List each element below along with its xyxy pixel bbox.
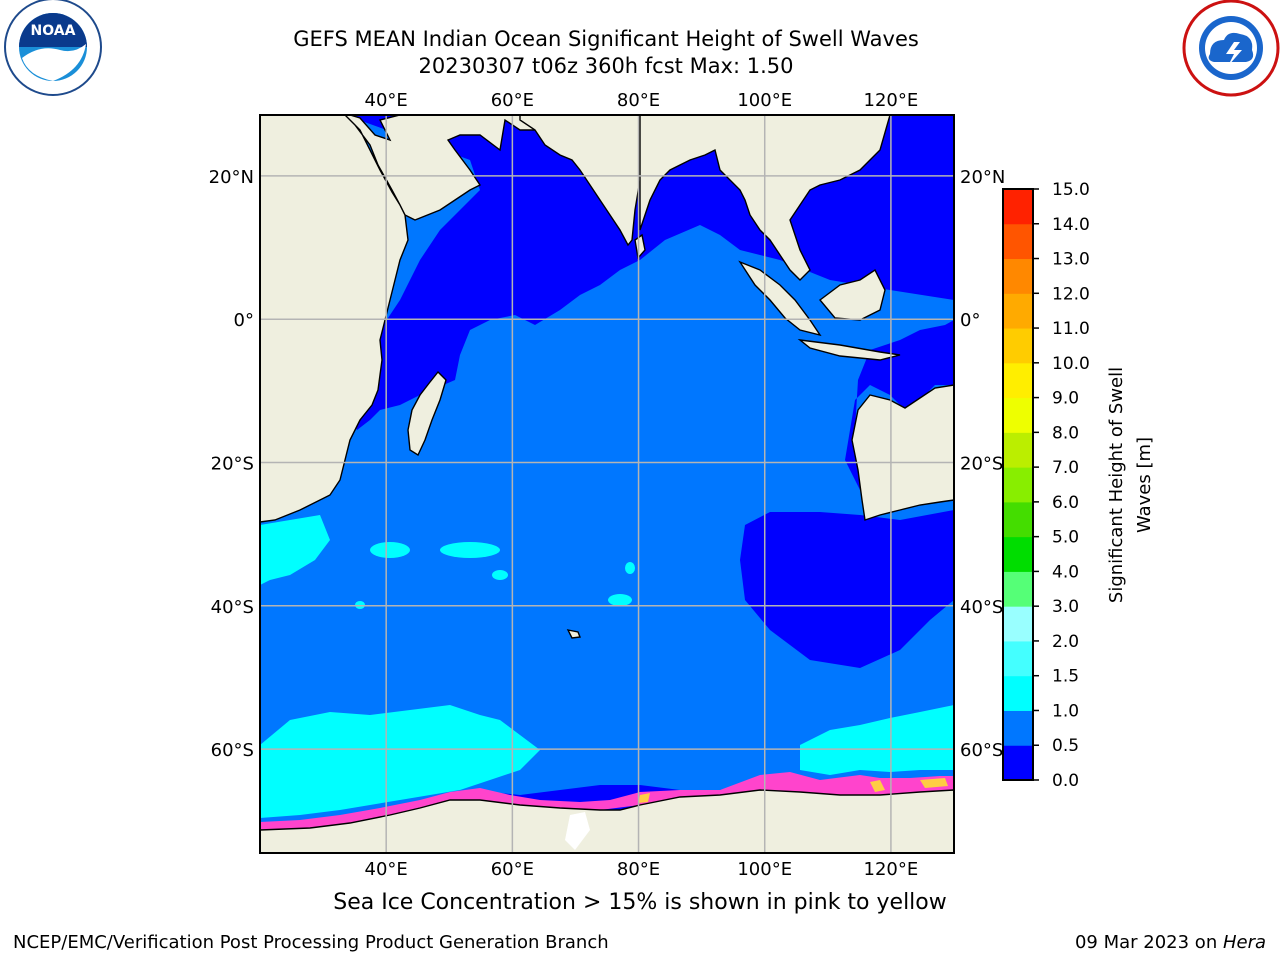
colorbar-tick-label: 2.0 [1052, 632, 1079, 652]
lon-tick-label-bottom: 40°E [365, 859, 408, 880]
lon-tick-label-top: 80°E [617, 90, 660, 111]
lat-tick-label-left: 0° [234, 310, 254, 331]
land-java [797, 338, 901, 361]
lon-tick-label-bottom: 120°E [864, 859, 919, 880]
footer-date: 09 Mar 2023 on Hera [1075, 932, 1266, 953]
lat-tick-label-right: 20°S [960, 454, 1003, 475]
lon-tick-label-bottom: 60°E [491, 859, 534, 880]
colorbar-swatch [1003, 571, 1033, 607]
colorbar-swatch [1003, 397, 1033, 433]
lat-tick-label-right: 20°N [960, 167, 1005, 188]
lon-tick-label-top: 120°E [864, 90, 919, 111]
noaa-logo: NOAA [4, 0, 102, 96]
land-masses [260, 115, 954, 853]
land-antarctica [260, 789, 954, 853]
footer-host: Hera [1222, 932, 1266, 953]
land-india [519, 115, 641, 247]
swell-band-1.0-1.5-se [800, 705, 954, 775]
colorbar-tick-label: 6.0 [1052, 493, 1079, 513]
lat-tick-label-left: 20°S [211, 454, 254, 475]
colorbar-tick-label: 12.0 [1052, 284, 1090, 304]
colorbar-swatch [1003, 536, 1033, 572]
caption: Sea Ice Concentration > 15% is shown in … [333, 890, 947, 915]
footer-date-text: 09 Mar 2023 on [1074, 932, 1223, 953]
colorbar-tick-label: 0.0 [1052, 771, 1079, 791]
colorbar-tick-label: 11.0 [1052, 319, 1090, 339]
colorbar-tick-label: 1.0 [1052, 701, 1079, 721]
colorbar: 0.0 0.5 1.0 1.5 2.0 3.0 4.0 5.0 6.0 7.0 8.0 9.0 10.0… [1002, 180, 1090, 791]
title-line-2: 20230307 t06z 360h fcst Max: 1.50 [418, 54, 794, 78]
colorbar-label-units: Waves [m] [1134, 437, 1155, 533]
colorbar-swatch [1003, 640, 1033, 677]
land-kerguelen [566, 629, 581, 639]
colorbar-tick-label: 9.0 [1052, 389, 1079, 409]
swell-band-1.0-1.5-w [260, 515, 330, 585]
colorbar-swatch [1003, 189, 1033, 225]
colorbar-swatch [1003, 223, 1033, 260]
swell-band-1.0-1.5-sw [260, 705, 540, 818]
colorbar-tick-label: 15.0 [1052, 180, 1090, 200]
lat-tick-label-right: 0° [960, 310, 980, 331]
nws-logo [1182, 0, 1280, 97]
colorbar-swatch [1003, 501, 1033, 538]
colorbar-swatch [1003, 710, 1033, 746]
lat-tick-label-left: 60°S [211, 740, 254, 761]
colorbar-tick-label: 4.0 [1052, 562, 1079, 582]
lat-tick-label-right: 40°S [960, 597, 1003, 618]
colorbar-tick-label: 10.0 [1052, 354, 1090, 374]
land-africa-arabia [260, 115, 592, 523]
colorbar-tick-label: 0.5 [1052, 736, 1079, 756]
lon-tick-label-top: 40°E [365, 90, 408, 111]
colorbar-swatch [1003, 432, 1033, 468]
map-frame [259, 114, 955, 854]
colorbar-tick-label: 1.5 [1052, 667, 1079, 687]
colorbar-swatch [1003, 293, 1033, 329]
lon-tick-label-bottom: 80°E [617, 859, 660, 880]
land-sri-lanka [634, 233, 646, 260]
map-gridlines [260, 115, 954, 853]
colorbar-label: Significant Height of Swell [1106, 367, 1127, 603]
colorbar-swatch [1003, 328, 1033, 364]
colorbar-tick-label: 13.0 [1052, 250, 1090, 270]
colorbar-frame [1002, 188, 1034, 781]
map-area: 40°E 40°E 60°E 60°E 80°E 80°E 100°E 100°E 120°E 1… [209, 90, 1006, 880]
colorbar-tick-label: 8.0 [1052, 423, 1079, 443]
colorbar-tick-label: 5.0 [1052, 528, 1079, 548]
colorbar-swatch [1003, 606, 1033, 642]
lon-tick-label-top: 100°E [737, 90, 792, 111]
map-tick-labels: 40°E 40°E 60°E 60°E 80°E 80°E 100°E 100°E 120°E 1… [209, 90, 1006, 880]
colorbar-swatch [1003, 362, 1033, 399]
land-madagascar [407, 370, 447, 457]
colorbar-swatch [1003, 745, 1033, 781]
sea-ice-pink [260, 772, 954, 830]
lat-tick-label-right: 60°S [960, 740, 1003, 761]
title-line-1: GEFS MEAN Indian Ocean Significant Heigh… [293, 27, 919, 51]
lat-tick-label-left: 20°N [209, 167, 254, 188]
lat-tick-label-left: 40°S [211, 597, 254, 618]
colorbar-tick-label: 7.0 [1052, 458, 1079, 478]
colorbar-swatch [1003, 258, 1033, 294]
land-australia [851, 384, 954, 521]
ice-shelf [565, 812, 590, 850]
footer-credit: NCEP/EMC/Verification Post Processing Pr… [13, 932, 609, 953]
colorbar-tick-label: 3.0 [1052, 597, 1079, 617]
swell-patches-cyan [355, 542, 635, 609]
lon-tick-label-top: 60°E [491, 90, 534, 111]
colorbar-tick-label: 14.0 [1052, 215, 1090, 235]
lon-tick-label-bottom: 100°E [737, 859, 792, 880]
noaa-logo-text: NOAA [31, 23, 76, 39]
colorbar-swatch [1003, 675, 1033, 711]
colorbar-swatch [1003, 467, 1033, 503]
